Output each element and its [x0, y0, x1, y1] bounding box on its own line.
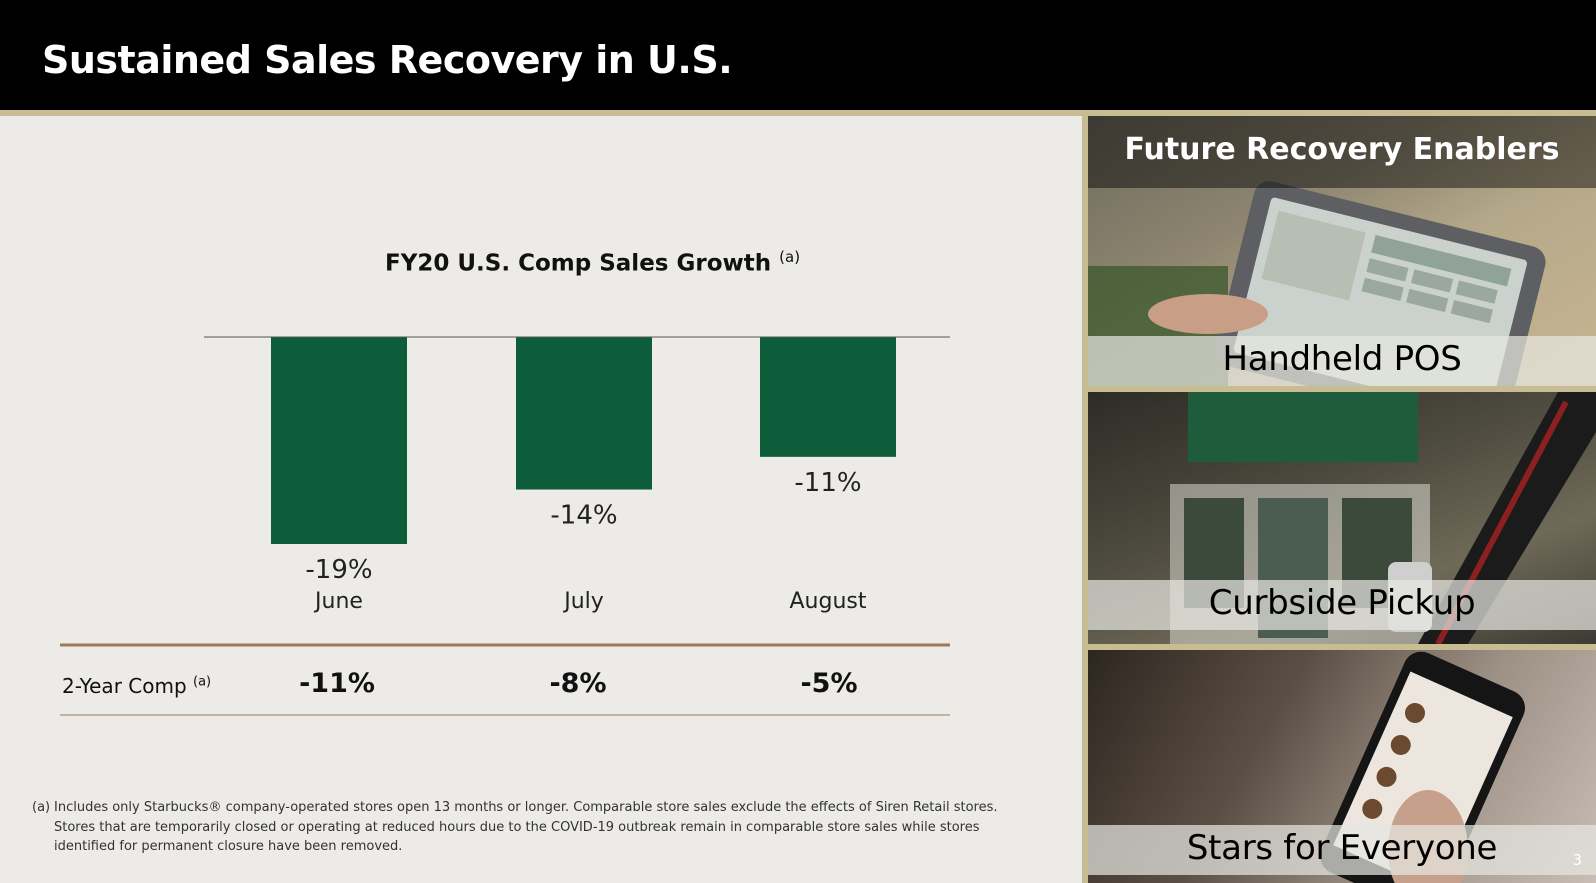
footnote: (a) Includes only Starbucks® company-ope… — [32, 798, 1002, 857]
two-year-comp-superscript: (a) — [193, 674, 212, 690]
footnote-text: Includes only Starbucks® company-operate… — [54, 800, 998, 854]
enabler-tile-stars-for-everyone: Stars for Everyone 3 — [1088, 650, 1596, 883]
enabler-label-stars-for-everyone: Stars for Everyone — [1186, 828, 1498, 868]
enabler-label-handheld-pos: Handheld POS — [1222, 339, 1462, 379]
bar-july — [516, 337, 652, 490]
enabler-tile-handheld-pos: Future Recovery Enablers Handheld POS — [1088, 116, 1596, 386]
footnote-marker: (a) — [32, 800, 51, 815]
category-label: July — [562, 589, 604, 614]
chart-title-text: FY20 U.S. Comp Sales Growth — [385, 250, 772, 277]
category-label: June — [313, 589, 363, 614]
panel-divider — [1082, 116, 1088, 883]
comp-sales-chart: -19% June -14% July -11% August — [60, 336, 950, 716]
slide-title: Sustained Sales Recovery in U.S. — [42, 38, 733, 82]
caption-band — [1088, 336, 1596, 386]
two-year-comp-june: -11% — [299, 668, 375, 699]
header-rule — [0, 110, 1596, 116]
chart-title-superscript: (a) — [779, 248, 801, 266]
caption-band — [1088, 825, 1596, 875]
bar-august — [760, 337, 896, 457]
two-year-comp-july: -8% — [549, 668, 607, 699]
chart-panel — [0, 116, 1082, 883]
tile-separator — [1088, 644, 1596, 650]
bar-value-label: -14% — [550, 501, 617, 531]
bar-value-label: -19% — [305, 555, 372, 585]
page-number: 3 — [1572, 851, 1582, 869]
enabler-tile-curbside-pickup: Curbside Pickup — [1088, 392, 1596, 644]
chart-title: FY20 U.S. Comp Sales Growth (a) — [385, 248, 800, 277]
two-year-comp-label: 2-Year Comp (a) — [62, 674, 211, 698]
tile-separator — [1088, 386, 1596, 392]
caption-band — [1088, 580, 1596, 630]
enabler-label-curbside-pickup: Curbside Pickup — [1208, 583, 1476, 623]
two-year-comp-label-text: 2-Year Comp — [62, 674, 187, 698]
enablers-heading-band — [1088, 116, 1596, 188]
slide-header: Sustained Sales Recovery in U.S. — [0, 0, 1596, 110]
bar-value-label: -11% — [794, 468, 861, 498]
bar-june — [271, 337, 407, 544]
enablers-heading: Future Recovery Enablers — [1124, 132, 1560, 167]
two-year-comp-august: -5% — [800, 668, 858, 699]
category-label: August — [790, 589, 867, 614]
